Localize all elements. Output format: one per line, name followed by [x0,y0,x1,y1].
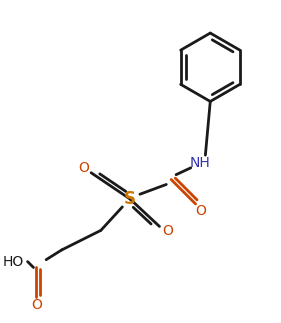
Text: O: O [78,161,89,175]
Text: HO: HO [2,255,24,269]
Text: O: O [31,297,42,312]
Text: NH: NH [190,156,211,170]
Text: S: S [124,190,136,208]
Text: O: O [162,224,173,238]
Text: O: O [195,204,206,218]
